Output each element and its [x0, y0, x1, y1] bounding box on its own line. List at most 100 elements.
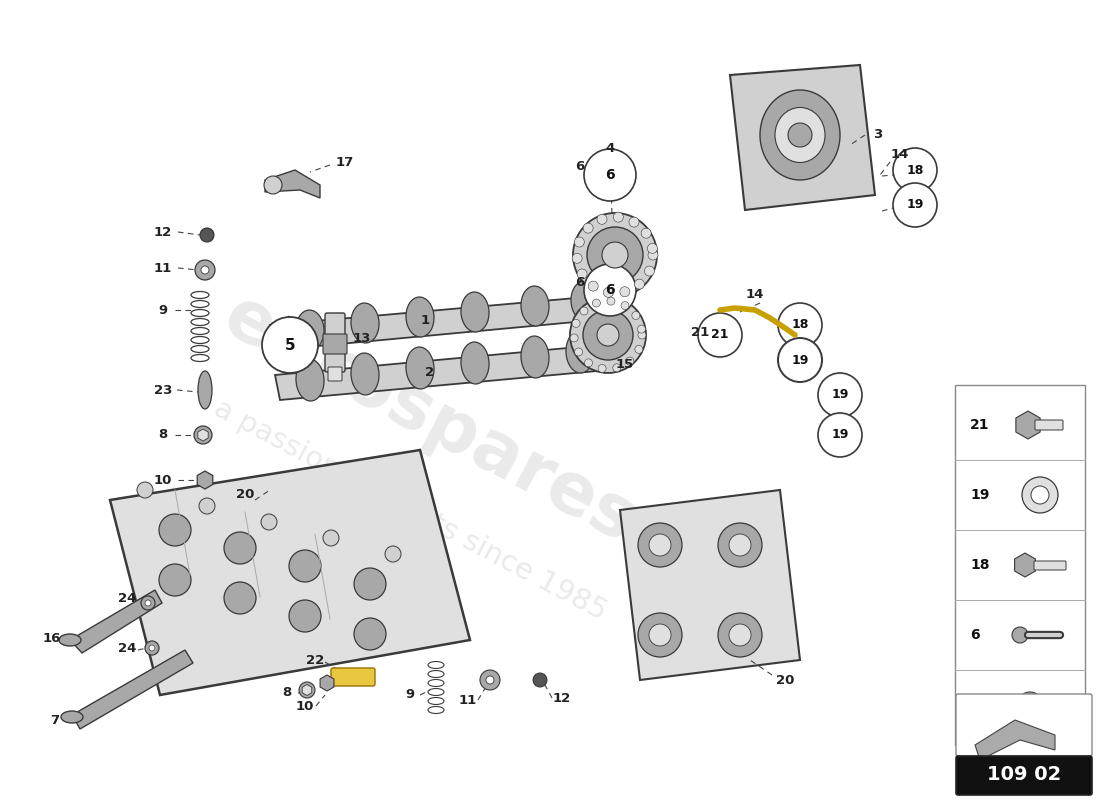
- Circle shape: [145, 600, 151, 606]
- Polygon shape: [72, 650, 192, 729]
- Text: 22: 22: [306, 654, 324, 666]
- Circle shape: [264, 176, 282, 194]
- Text: 14: 14: [746, 289, 764, 302]
- Text: 23: 23: [154, 383, 173, 397]
- Text: 5: 5: [970, 698, 980, 712]
- Circle shape: [141, 596, 155, 610]
- Text: 19: 19: [906, 198, 924, 211]
- Circle shape: [486, 676, 494, 684]
- Circle shape: [614, 212, 624, 222]
- Circle shape: [194, 426, 212, 444]
- Circle shape: [354, 568, 386, 600]
- Circle shape: [631, 311, 640, 319]
- Circle shape: [638, 613, 682, 657]
- Circle shape: [1022, 477, 1058, 513]
- Circle shape: [788, 123, 812, 147]
- Text: 9: 9: [406, 689, 415, 702]
- Text: 6: 6: [575, 277, 584, 290]
- Circle shape: [199, 498, 214, 514]
- Text: 18: 18: [970, 558, 990, 572]
- Polygon shape: [70, 590, 162, 653]
- Text: 12: 12: [553, 691, 571, 705]
- Polygon shape: [110, 450, 470, 695]
- Text: 9: 9: [158, 303, 167, 317]
- Text: 19: 19: [791, 354, 808, 366]
- FancyBboxPatch shape: [328, 367, 342, 381]
- Circle shape: [778, 338, 822, 382]
- Circle shape: [148, 645, 155, 651]
- Circle shape: [224, 532, 256, 564]
- Ellipse shape: [571, 281, 600, 321]
- Ellipse shape: [351, 303, 380, 343]
- Circle shape: [1031, 486, 1049, 504]
- Text: eurospares: eurospares: [212, 282, 648, 558]
- Text: 6: 6: [605, 283, 615, 297]
- Ellipse shape: [406, 297, 434, 337]
- Circle shape: [718, 613, 762, 657]
- Circle shape: [778, 303, 822, 347]
- Ellipse shape: [566, 331, 594, 373]
- Circle shape: [649, 534, 671, 556]
- Circle shape: [578, 269, 587, 279]
- Ellipse shape: [760, 90, 840, 180]
- Circle shape: [613, 364, 620, 372]
- Text: 24: 24: [118, 642, 136, 654]
- Text: 19: 19: [832, 389, 849, 402]
- Circle shape: [201, 266, 209, 274]
- Text: 11: 11: [459, 694, 477, 706]
- Ellipse shape: [60, 711, 82, 723]
- Circle shape: [160, 514, 191, 546]
- Text: 109 02: 109 02: [987, 766, 1062, 785]
- Circle shape: [1018, 692, 1043, 718]
- FancyBboxPatch shape: [955, 385, 1085, 745]
- FancyBboxPatch shape: [324, 313, 345, 372]
- Circle shape: [323, 530, 339, 546]
- FancyBboxPatch shape: [331, 668, 375, 686]
- Circle shape: [584, 149, 636, 201]
- Circle shape: [289, 550, 321, 582]
- Text: 6: 6: [970, 628, 980, 642]
- Circle shape: [635, 346, 642, 354]
- Text: 24: 24: [118, 591, 136, 605]
- Circle shape: [598, 365, 606, 373]
- Circle shape: [619, 286, 630, 297]
- Circle shape: [893, 183, 937, 227]
- Text: 20: 20: [235, 489, 254, 502]
- Text: 21: 21: [970, 418, 990, 432]
- Circle shape: [534, 673, 547, 687]
- Circle shape: [584, 264, 636, 316]
- FancyBboxPatch shape: [956, 694, 1092, 756]
- Ellipse shape: [461, 342, 490, 384]
- Circle shape: [641, 228, 651, 238]
- Circle shape: [584, 359, 593, 367]
- Circle shape: [629, 217, 639, 227]
- Circle shape: [648, 250, 658, 260]
- Text: 16: 16: [43, 631, 62, 645]
- Circle shape: [262, 317, 318, 373]
- Text: 11: 11: [154, 262, 172, 274]
- Circle shape: [299, 682, 315, 698]
- Circle shape: [648, 243, 658, 254]
- Circle shape: [638, 325, 646, 333]
- Circle shape: [570, 334, 579, 342]
- Text: 10: 10: [296, 699, 315, 713]
- Circle shape: [729, 534, 751, 556]
- Circle shape: [289, 600, 321, 632]
- Circle shape: [224, 582, 256, 614]
- Circle shape: [572, 319, 580, 327]
- Circle shape: [587, 227, 643, 283]
- FancyBboxPatch shape: [1034, 561, 1066, 570]
- Text: 2: 2: [426, 366, 434, 379]
- Circle shape: [593, 299, 601, 307]
- Text: 14: 14: [891, 149, 910, 162]
- Ellipse shape: [521, 336, 549, 378]
- Circle shape: [638, 331, 646, 339]
- Circle shape: [572, 254, 582, 263]
- Circle shape: [818, 373, 862, 417]
- FancyBboxPatch shape: [1036, 700, 1063, 710]
- Circle shape: [635, 279, 645, 289]
- Circle shape: [818, 413, 862, 457]
- Text: 21: 21: [712, 329, 728, 342]
- Text: 19: 19: [832, 429, 849, 442]
- FancyBboxPatch shape: [1035, 420, 1063, 430]
